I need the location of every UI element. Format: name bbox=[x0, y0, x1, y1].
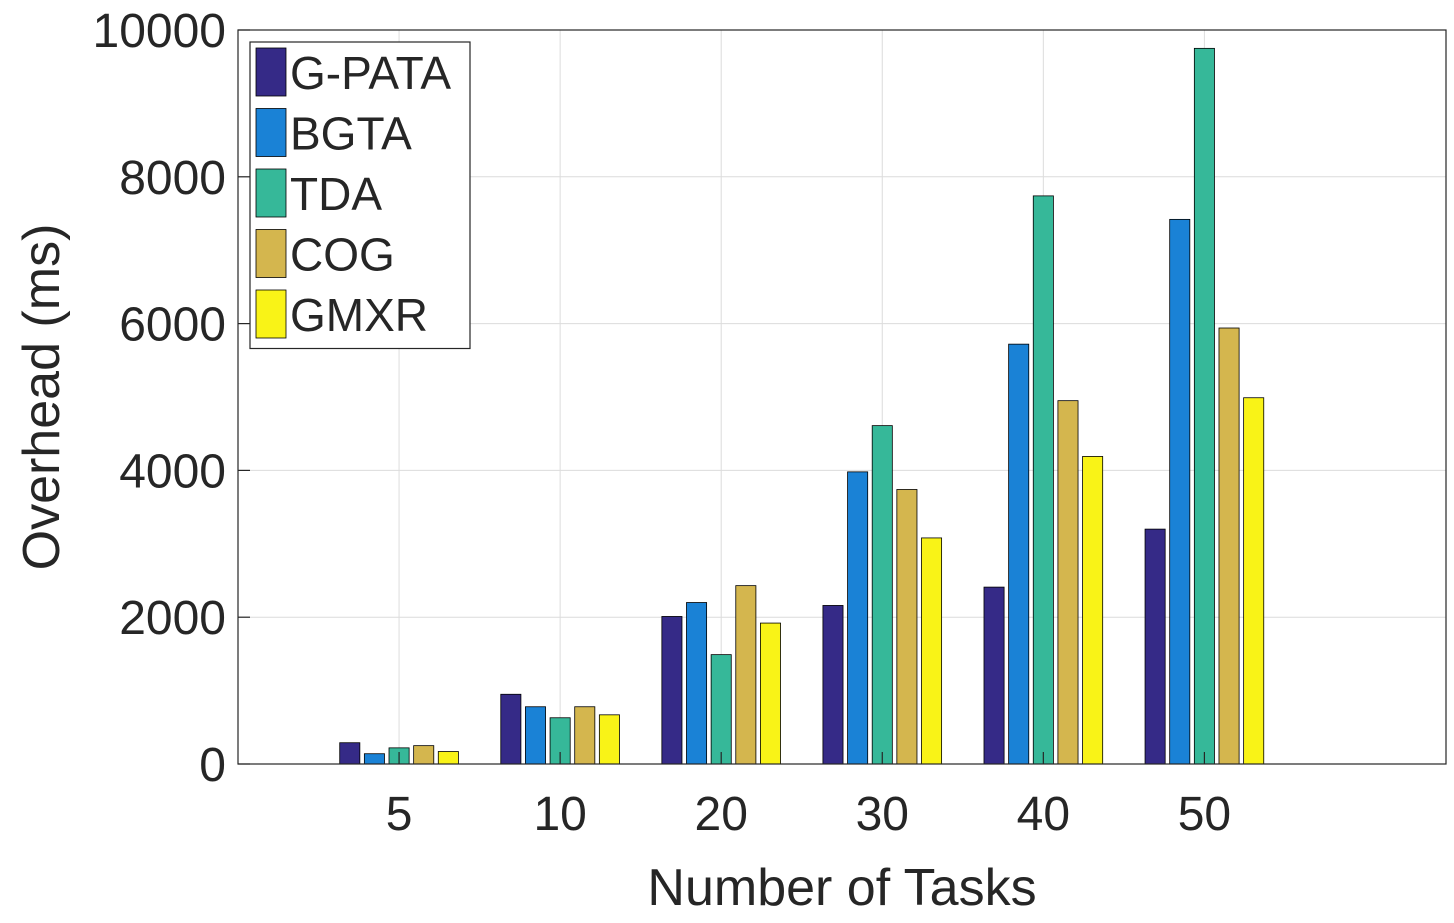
bar-gmxr-50 bbox=[1243, 397, 1265, 765]
bar-g-pata-20 bbox=[661, 616, 683, 765]
bar-bgta-40 bbox=[1008, 343, 1030, 765]
legend-swatch-g-pata bbox=[255, 47, 287, 97]
x-tick-label: 50 bbox=[1178, 788, 1231, 841]
bar-gmxr-5 bbox=[437, 751, 459, 765]
legend-label-bgta: BGTA bbox=[290, 108, 412, 160]
bar-tda-50 bbox=[1193, 47, 1215, 765]
bar-cog-5 bbox=[413, 745, 435, 765]
bar-gmxr-10 bbox=[598, 714, 620, 765]
legend-label-g-pata: G-PATA bbox=[290, 47, 451, 99]
bar-tda-40 bbox=[1032, 195, 1054, 765]
legend-swatch-cog bbox=[255, 229, 287, 278]
bar-g-pata-40 bbox=[983, 586, 1005, 765]
bar-bgta-10 bbox=[525, 706, 546, 765]
y-tick-label: 8000 bbox=[119, 152, 226, 205]
y-axis-ticks: 0 2000 4000 6000 8000 10000 bbox=[93, 5, 250, 792]
legend-label-cog: COG bbox=[290, 229, 395, 281]
bar-bgta-5 bbox=[363, 753, 385, 765]
bar-g-pata-30 bbox=[822, 605, 844, 765]
x-tick-label: 30 bbox=[856, 788, 909, 841]
y-axis-label: Overhead (ms) bbox=[13, 224, 71, 571]
x-tick-label: 5 bbox=[386, 788, 413, 841]
bar-gmxr-30 bbox=[921, 537, 943, 765]
y-tick-label: 10000 bbox=[93, 5, 226, 58]
bar-tda-30 bbox=[871, 425, 893, 765]
bar-cog-50 bbox=[1218, 327, 1240, 765]
x-axis-label: Number of Tasks bbox=[647, 859, 1036, 917]
legend-label-tda: TDA bbox=[290, 168, 382, 220]
bar-cog-40 bbox=[1057, 400, 1079, 765]
bar-g-pata-50 bbox=[1144, 528, 1166, 765]
legend-swatch-bgta bbox=[255, 108, 287, 157]
bar-g-pata-10 bbox=[500, 693, 522, 765]
bar-cog-10 bbox=[574, 706, 596, 765]
x-axis-ticks: 5 10 20 30 40 50 bbox=[386, 752, 1231, 841]
bar-gmxr-20 bbox=[760, 622, 781, 765]
bar-bgta-30 bbox=[847, 471, 869, 765]
legend[interactable]: G-PATA BGTA TDA COG GMXR bbox=[249, 41, 471, 350]
x-tick-label: 40 bbox=[1017, 788, 1070, 841]
bar-bgta-50 bbox=[1169, 218, 1191, 765]
axes-box bbox=[237, 29, 1447, 765]
legend-label-gmxr: GMXR bbox=[290, 289, 428, 341]
bar-bgta-20 bbox=[686, 602, 708, 765]
y-tick-label: 6000 bbox=[119, 299, 226, 352]
legend-swatch-tda bbox=[255, 168, 287, 218]
bar-gmxr-40 bbox=[1082, 456, 1104, 765]
y-tick-label: 0 bbox=[199, 739, 226, 792]
x-tick-label: 20 bbox=[695, 788, 748, 841]
bar-cog-20 bbox=[735, 585, 757, 765]
bar-tda-20 bbox=[710, 654, 732, 765]
bar-cog-30 bbox=[896, 489, 918, 765]
y-tick-label: 2000 bbox=[119, 592, 226, 645]
y-tick-label: 4000 bbox=[119, 445, 226, 498]
bar-g-pata-5 bbox=[339, 742, 361, 765]
legend-swatch-gmxr bbox=[255, 289, 287, 339]
x-tick-label: 10 bbox=[533, 788, 586, 841]
bars bbox=[339, 47, 1265, 765]
legend-box bbox=[249, 41, 471, 350]
